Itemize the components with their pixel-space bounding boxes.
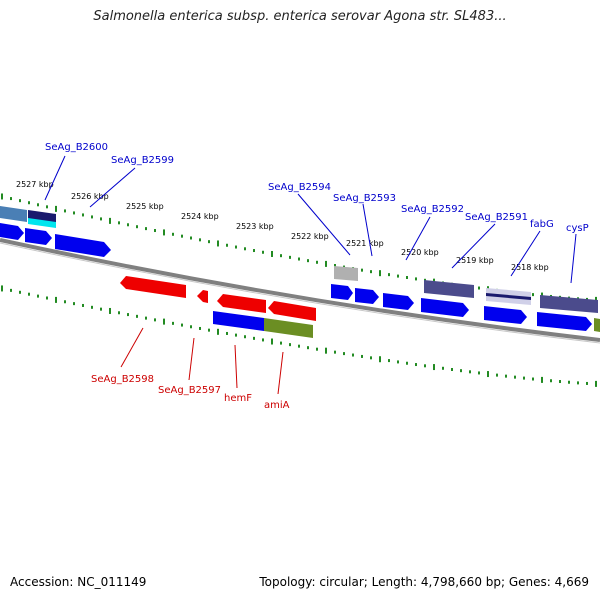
- forward-strand-features: [0, 206, 600, 332]
- gene-feature[interactable]: [540, 295, 598, 313]
- tick-label: 2519 kbp: [456, 256, 494, 265]
- label-leader-line: [510, 230, 541, 277]
- gene-label-seag-b2592[interactable]: SeAg_B2592: [401, 204, 464, 215]
- accession-text: Accession: NC_011149: [10, 575, 147, 589]
- label-leader-line: [405, 216, 431, 261]
- gene-label-fabg[interactable]: fabG: [530, 219, 554, 230]
- gene-label-hemf[interactable]: hemF: [224, 393, 252, 404]
- gene-feature[interactable]: [486, 293, 531, 300]
- label-leader-line: [188, 337, 195, 381]
- label-leader-line: [362, 203, 373, 257]
- gene-label-seag-b2598[interactable]: SeAg_B2598: [91, 374, 154, 385]
- gene-label-seag-b2591[interactable]: SeAg_B2591: [465, 212, 528, 223]
- label-leader-line: [570, 233, 577, 284]
- gene-label-seag-b2599[interactable]: SeAg_B2599: [111, 155, 174, 166]
- backbone: [0, 238, 600, 344]
- gene-feature[interactable]: [55, 234, 111, 257]
- tick-label: 2520 kbp: [401, 248, 439, 257]
- gene-feature[interactable]: [268, 301, 316, 321]
- tick-label: 2518 kbp: [511, 263, 549, 272]
- label-leader-line: [451, 223, 496, 269]
- gene-feature[interactable]: [484, 306, 527, 324]
- gene-feature[interactable]: [213, 311, 264, 331]
- inner-scale-ring: [1, 285, 597, 387]
- forward-gene-labels: SeAg_B2600 SeAg_B2599 SeAg_B2594 SeAg_B2…: [44, 142, 589, 284]
- label-leader-line: [234, 344, 238, 389]
- tick-label: 2526 kbp: [71, 192, 109, 201]
- gene-feature[interactable]: [334, 266, 358, 281]
- label-leader-line: [44, 155, 66, 201]
- gene-label-seag-b2593[interactable]: SeAg_B2593: [333, 193, 396, 204]
- gene-label-seag-b2600[interactable]: SeAg_B2600: [45, 142, 108, 153]
- gene-feature[interactable]: [28, 218, 56, 228]
- gene-feature[interactable]: [421, 298, 469, 317]
- tick-label: 2522 kbp: [291, 232, 329, 241]
- gene-feature[interactable]: [264, 318, 313, 338]
- label-leader-line: [89, 167, 136, 208]
- gene-feature[interactable]: [25, 228, 52, 245]
- tick-label: 2525 kbp: [126, 202, 164, 211]
- tick-label: 2523 kbp: [236, 222, 274, 231]
- gene-feature[interactable]: [383, 293, 414, 310]
- gene-feature[interactable]: [197, 290, 208, 303]
- gene-label-cysp[interactable]: cysP: [566, 223, 589, 234]
- gene-feature[interactable]: [0, 223, 24, 240]
- tick-label: 2524 kbp: [181, 212, 219, 221]
- gene-label-seag-b2594[interactable]: SeAg_B2594: [268, 182, 331, 193]
- gene-label-seag-b2597[interactable]: SeAg_B2597: [158, 385, 221, 396]
- gene-feature[interactable]: [424, 280, 474, 298]
- reverse-strand-features: [120, 276, 316, 338]
- label-leader-line: [277, 351, 284, 395]
- gene-feature[interactable]: [217, 294, 266, 313]
- tick-labels: 2527 kbp 2526 kbp 2525 kbp 2524 kbp 2523…: [16, 180, 549, 272]
- gene-feature[interactable]: [331, 284, 353, 300]
- label-leader-line: [120, 327, 144, 368]
- label-leader-line: [297, 193, 351, 256]
- tick-label: 2521 kbp: [346, 239, 384, 248]
- genome-summary-text: Topology: circular; Length: 4,798,660 bp…: [259, 575, 589, 589]
- reverse-gene-labels: SeAg_B2598 SeAg_B2597 hemF amiA: [91, 327, 290, 411]
- map-title: Salmonella enterica subsp. enterica sero…: [93, 9, 507, 24]
- gene-label-amia[interactable]: amiA: [264, 400, 290, 411]
- gene-feature[interactable]: [355, 288, 379, 304]
- gene-feature[interactable]: [0, 206, 27, 222]
- gene-feature[interactable]: [537, 312, 592, 331]
- gene-feature[interactable]: [120, 276, 186, 298]
- gene-feature[interactable]: [594, 318, 600, 332]
- tick-label: 2527 kbp: [16, 180, 54, 189]
